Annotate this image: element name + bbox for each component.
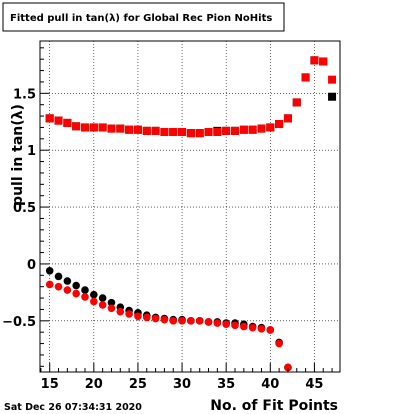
axis-ticks xyxy=(40,47,333,372)
circle-marker xyxy=(54,282,63,291)
circle-marker xyxy=(204,318,213,326)
square-marker xyxy=(142,126,151,135)
circle-marker xyxy=(178,317,186,325)
square-marker xyxy=(169,127,178,136)
circle-marker xyxy=(81,286,89,294)
y-tick-label: −0.5 xyxy=(2,315,36,330)
title-frame xyxy=(2,2,285,32)
square-marker xyxy=(248,125,257,134)
square-marker xyxy=(45,114,54,123)
y-tick-label: 0 xyxy=(27,258,36,273)
x-axis-title: No. of Fit Points xyxy=(210,398,338,414)
square-marker xyxy=(107,124,116,133)
square-marker xyxy=(310,56,319,65)
circle-marker xyxy=(98,294,107,302)
circle-marker xyxy=(107,298,116,307)
square-marker xyxy=(160,127,169,136)
circle-marker xyxy=(284,363,292,372)
plot-area xyxy=(40,41,340,372)
chart-title: Fitted pull in tan(λ) for Global Rec Pio… xyxy=(10,13,272,24)
square-marker xyxy=(178,127,187,136)
square-marker xyxy=(151,126,160,135)
circle-marker xyxy=(275,339,283,348)
circle-marker xyxy=(45,280,54,289)
circle-marker xyxy=(63,277,72,285)
square-marker xyxy=(81,123,89,132)
circle-marker xyxy=(169,317,178,325)
data-markers xyxy=(45,56,337,372)
circle-marker xyxy=(98,301,107,309)
circle-marker xyxy=(257,324,266,333)
square-marker xyxy=(292,98,301,107)
circle-marker xyxy=(151,314,160,323)
x-tick-label: 20 xyxy=(85,377,103,392)
square-marker xyxy=(222,126,231,135)
square-marker xyxy=(186,129,195,138)
circle-marker xyxy=(187,317,195,325)
circle-marker xyxy=(240,322,248,331)
x-tick-label: 25 xyxy=(129,377,147,392)
square-marker xyxy=(116,124,125,133)
x-tick-label: 15 xyxy=(41,377,59,392)
circle-marker xyxy=(54,272,63,281)
square-marker xyxy=(301,73,310,82)
square-marker xyxy=(266,123,275,132)
square-marker xyxy=(328,92,337,101)
square-marker xyxy=(63,118,72,127)
square-marker xyxy=(275,120,284,129)
square-marker xyxy=(239,125,248,134)
square-marker xyxy=(195,129,204,138)
circle-marker xyxy=(45,266,54,275)
y-tick-label: 0.5 xyxy=(13,201,36,216)
circle-marker xyxy=(107,304,116,313)
title-box: Fitted pull in tan(λ) for Global Rec Pio… xyxy=(2,2,285,32)
square-marker xyxy=(231,126,239,135)
square-marker xyxy=(319,57,328,66)
square-marker xyxy=(213,127,222,136)
tick-labels: 15 20 25 30 35 40 45 −0.5 0 0.5 1 1.5 xyxy=(2,87,323,392)
circle-marker xyxy=(63,286,72,294)
circle-marker xyxy=(90,290,98,299)
square-marker xyxy=(72,122,81,131)
circle-marker xyxy=(116,307,125,316)
circle-marker xyxy=(81,293,89,301)
circle-marker xyxy=(134,312,142,321)
circle-marker xyxy=(266,326,275,334)
circle-marker xyxy=(195,317,204,325)
circle-marker xyxy=(213,319,222,327)
circle-marker xyxy=(231,321,239,330)
square-marker xyxy=(89,123,98,132)
square-marker xyxy=(133,125,142,134)
x-tick-label: 40 xyxy=(261,377,279,392)
circle-marker xyxy=(248,323,257,332)
circle-marker xyxy=(90,297,98,306)
square-marker xyxy=(125,125,134,134)
y-tick-label: 1.5 xyxy=(13,87,36,102)
square-marker xyxy=(54,116,63,125)
x-tick-label: 30 xyxy=(173,377,191,392)
circle-marker xyxy=(72,281,80,290)
square-marker xyxy=(98,123,107,132)
square-marker xyxy=(257,124,266,133)
circle-marker xyxy=(142,313,151,322)
square-marker xyxy=(283,114,292,123)
plot-frame xyxy=(39,40,341,373)
circle-marker xyxy=(125,310,133,318)
circle-marker xyxy=(72,289,80,298)
x-tick-label: 45 xyxy=(305,377,323,392)
circle-marker xyxy=(222,320,230,329)
square-marker xyxy=(204,127,213,136)
timestamp: Sat Dec 26 07:34:31 2020 xyxy=(4,402,142,413)
y-axis-title: pull in tan(λ) xyxy=(10,104,26,206)
circle-marker xyxy=(160,315,169,324)
x-tick-label: 35 xyxy=(217,377,235,392)
square-marker xyxy=(328,75,337,84)
y-tick-label: 1 xyxy=(27,144,36,159)
